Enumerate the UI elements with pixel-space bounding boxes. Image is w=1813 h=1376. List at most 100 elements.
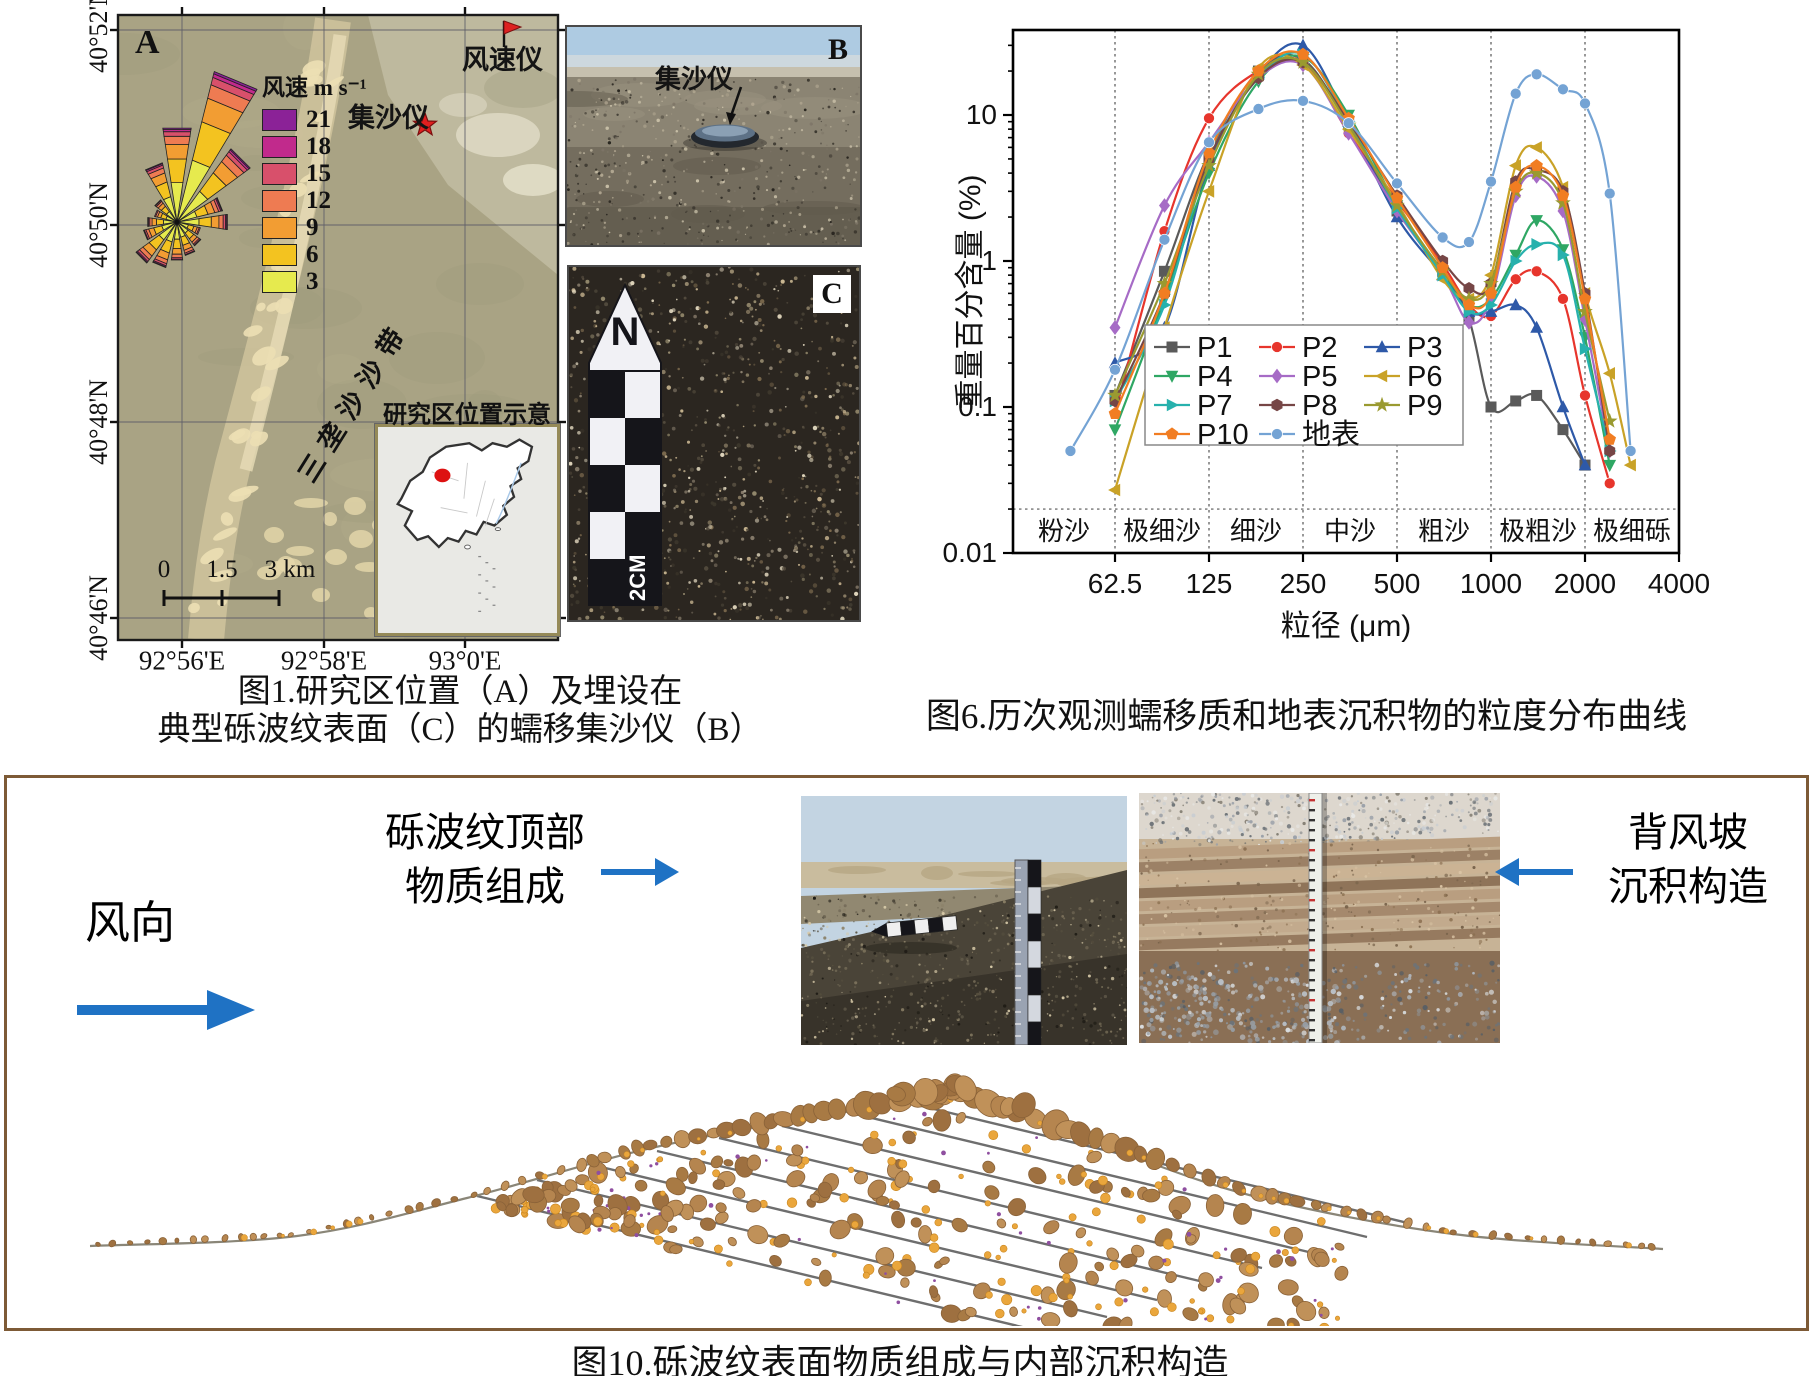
scalebar-label: 1.5 [206, 556, 238, 583]
photo-b-annotation: 集沙仪 [655, 65, 734, 94]
wind-speed-swatch [262, 243, 297, 266]
crest-pointer-arrow [601, 858, 679, 886]
grain-class-label: 极细砾 [1593, 517, 1671, 546]
photo-lee-section [1139, 793, 1500, 1043]
wind-rose-legend-rows: 21 18 15 12 9 6 3 [262, 106, 412, 295]
wind-rose-legend: 风速 m s⁻¹ 21 18 15 12 9 6 3 [262, 68, 412, 295]
svg-text:250: 250 [1280, 568, 1327, 599]
wind-speed-value: 15 [306, 159, 331, 187]
wind-direction-label: 风向 [85, 897, 176, 948]
sand-trap-map-label: 集沙仪 [348, 103, 429, 133]
wind-speed-swatch [262, 162, 297, 185]
lon-label: 92°56'E [138, 645, 226, 676]
photo-lee-art [1139, 793, 1500, 1043]
grain-size-distribution-chart: 粉沙 极细沙 细沙 中沙 粗沙 极粗沙 极细砾 0.01 0.1 1 10 62.5 125 250 500… [943, 28, 1710, 643]
figure1-caption-line2: 典型砾波纹表面（C）的蠕移集沙仪（B） [157, 712, 763, 748]
wind-speed-swatch [262, 189, 297, 212]
figure10-panel: 风向 砾波纹顶部 物质组成 背风坡 沉积构造 [4, 775, 1809, 1331]
svg-text:N: N [611, 310, 640, 354]
anemometer-label: 风速仪 [462, 45, 543, 75]
wind-speed-value: 21 [306, 105, 331, 133]
wind-speed-legend-row: 15 [262, 160, 412, 187]
lee-label-line2: 沉积构造 [1608, 865, 1768, 909]
figure6-caption: 图6.历次观测蠕移质和地表沉积物的粒度分布曲线 [925, 697, 1688, 736]
photo-crest-art [801, 796, 1127, 1045]
legend-label-P8: P8 [1302, 390, 1337, 422]
legend-label-P1: P1 [1197, 332, 1232, 364]
svg-text:62.5: 62.5 [1088, 568, 1143, 599]
wind-speed-legend-row: 6 [262, 241, 412, 268]
wind-speed-swatch [262, 270, 297, 293]
legend-label-P2: P2 [1302, 332, 1337, 364]
wind-speed-value: 9 [306, 213, 319, 241]
photo-c-art: N 2CM [569, 267, 859, 620]
svg-text:2CM: 2CM [625, 555, 650, 601]
scalebar-label: 3 km [264, 556, 316, 583]
legend-label-P10: P10 [1197, 419, 1249, 451]
photo-b-sand-trap: 集沙仪 B [565, 25, 862, 247]
svg-text:10: 10 [966, 99, 997, 130]
svg-text:0.1: 0.1 [958, 391, 997, 422]
y-axis-title: 重量百分含量 (%) [954, 175, 987, 410]
wind-speed-legend-row: 9 [262, 214, 412, 241]
figure1-caption-line1: 图1.研究区位置（A）及埋设在 [237, 674, 683, 710]
grain-class-label: 极粗沙 [1499, 517, 1577, 546]
chart-legend-box [1144, 324, 1464, 446]
wind-direction-arrow [77, 990, 255, 1030]
legend-label-P9: P9 [1407, 390, 1442, 422]
svg-text:1000: 1000 [1460, 568, 1522, 599]
study-area-satellite-map [110, 7, 566, 648]
svg-text:500: 500 [1374, 568, 1421, 599]
legend-label-P5: P5 [1302, 361, 1337, 393]
photo-c-gravel-surface: N 2CM C [567, 265, 861, 622]
china-outline [395, 438, 534, 612]
wind-speed-legend-row: 12 [262, 187, 412, 214]
lee-structure-label: 背风坡 沉积构造 [1573, 806, 1803, 914]
inset-map-title: 研究区位置示意 [383, 402, 551, 429]
crest-label-line1: 砾波纹顶部 [385, 811, 585, 855]
legend-label-P4: P4 [1197, 361, 1232, 393]
lon-label: 92°58'E [280, 645, 368, 676]
lat-label: 40°52'N [84, 0, 113, 73]
wind-speed-legend-row: 3 [262, 268, 412, 295]
figure10-caption: 图10.砾波纹表面物质组成与内部沉积构造 [571, 1343, 1229, 1376]
svg-text:2000: 2000 [1554, 568, 1616, 599]
wind-speed-legend-row: 21 [262, 106, 412, 133]
wind-speed-value: 18 [306, 132, 331, 160]
photo-c-letter-box: C [813, 275, 851, 313]
photo-crest-surface [801, 796, 1127, 1045]
scalebar-label: 0 [157, 556, 171, 583]
legend-label-P3: P3 [1407, 332, 1442, 364]
lon-label: 93°0'E [428, 645, 502, 676]
lee-label-line1: 背风坡 [1628, 811, 1748, 855]
china-inset-map [374, 423, 561, 637]
grain-class-label: 粗沙 [1418, 517, 1470, 546]
photo-c-letter: C [821, 277, 843, 310]
grain-class-label: 中沙 [1324, 517, 1376, 546]
crest-composition-label: 砾波纹顶部 物质组成 [365, 806, 605, 914]
svg-text:125: 125 [1186, 568, 1233, 599]
legend-label-P6: P6 [1407, 361, 1442, 393]
wind-speed-legend-row: 18 [262, 133, 412, 160]
svg-text:4000: 4000 [1648, 568, 1710, 599]
photo-b-letter: B [827, 33, 848, 66]
crest-label-line2: 物质组成 [405, 865, 565, 909]
ripple-cross-section-schematic [89, 1073, 1664, 1326]
x-axis-title: 粒径 (μm) [1281, 610, 1412, 643]
legend-label-地表: 地表 [1302, 418, 1360, 451]
wind-rose-legend-title: 风速 m s⁻¹ [262, 75, 367, 100]
lat-label: 40°50'N [84, 182, 113, 268]
svg-text:0.01: 0.01 [943, 537, 998, 568]
lee-pointer-arrow [1495, 858, 1573, 886]
lat-label: 40°46'N [84, 575, 113, 661]
wind-speed-value: 12 [306, 186, 331, 214]
grain-class-label: 粉沙 [1038, 517, 1090, 546]
wind-speed-swatch [262, 216, 297, 239]
wind-speed-swatch [262, 108, 297, 131]
lat-label: 40°48'N [84, 379, 113, 465]
wind-speed-value: 6 [306, 240, 319, 268]
wind-speed-value: 3 [306, 267, 319, 295]
panel-a-letter: A [135, 24, 160, 61]
legend-label-P7: P7 [1197, 390, 1232, 422]
